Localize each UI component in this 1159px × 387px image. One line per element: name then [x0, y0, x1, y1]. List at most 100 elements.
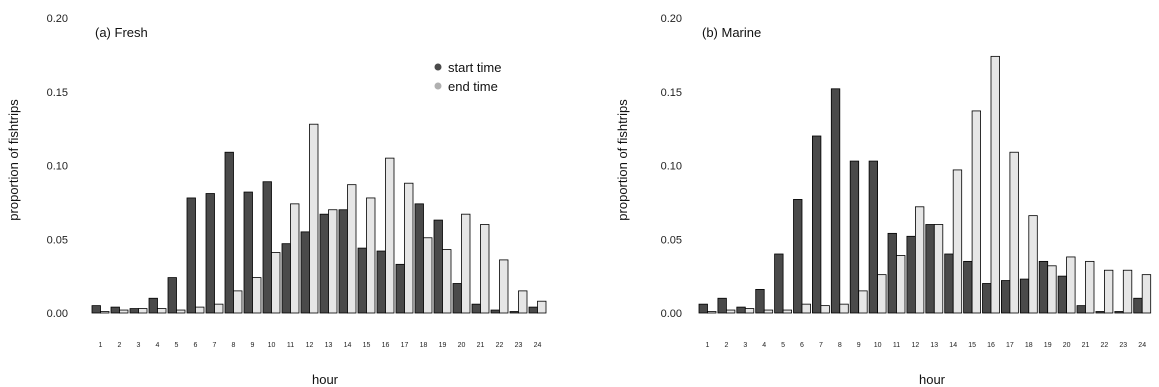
y-tick-label: 0.10 — [661, 161, 682, 173]
x-tick-label: 17 — [401, 342, 409, 349]
x-tick-label: 23 — [515, 342, 523, 349]
bar-end-time — [480, 224, 490, 314]
y-tick-label: 0.05 — [661, 234, 682, 246]
bar-start-time — [167, 277, 177, 314]
bar-start-time — [1001, 280, 1011, 314]
bar-start-time — [1095, 311, 1105, 314]
x-tick-label: 13 — [930, 342, 938, 349]
bar-start-time — [812, 135, 822, 314]
bar-end-time — [537, 300, 547, 314]
x-tick-label: 9 — [251, 342, 255, 349]
bar-start-time — [830, 88, 841, 314]
bar-end-time — [461, 213, 471, 314]
bar-start-time — [224, 151, 234, 314]
bar-end-time — [744, 308, 755, 314]
bar-start-time — [376, 250, 386, 314]
legend-marker-end-time — [434, 82, 442, 90]
bar-end-time — [1141, 274, 1152, 314]
y-tick-label: 0.00 — [47, 308, 68, 320]
x-tick-label: 12 — [912, 342, 920, 349]
bar-end-time — [1085, 260, 1095, 314]
x-tick-label: 20 — [1063, 342, 1071, 349]
x-tick-label: 10 — [268, 342, 276, 349]
bar-start-time — [906, 235, 916, 314]
bar-end-time — [1122, 269, 1133, 314]
x-axis-title: hour — [919, 372, 946, 387]
bar-end-time — [782, 309, 792, 314]
y-tick-label: 0.15 — [661, 87, 682, 99]
x-tick-label: 12 — [306, 342, 314, 349]
y-tick-label: 0.10 — [47, 161, 68, 173]
panel-title: (b) Marine — [702, 25, 761, 40]
bar-start-time — [452, 283, 462, 314]
bar-start-time — [91, 305, 101, 314]
bar-start-time — [925, 224, 935, 314]
y-tick-label: 0.05 — [47, 234, 68, 246]
bar-start-time — [186, 197, 196, 314]
x-tick-label: 7 — [819, 342, 823, 349]
x-tick-label: 19 — [1044, 342, 1052, 349]
bar-start-time — [774, 253, 784, 314]
x-axis-title: hour — [312, 372, 339, 387]
bar-end-time — [347, 184, 357, 314]
bar-end-time — [252, 277, 262, 314]
x-tick-label: 18 — [420, 342, 428, 349]
bar-end-time — [820, 305, 830, 314]
bar-end-time — [423, 237, 433, 314]
bar-end-time — [726, 309, 736, 314]
bar-start-time — [1114, 311, 1124, 314]
x-tick-label: 4 — [156, 342, 160, 349]
y-tick-label: 0.20 — [47, 13, 68, 25]
x-tick-label: 2 — [118, 342, 122, 349]
x-tick-label: 3 — [743, 342, 747, 349]
bar-start-time — [338, 209, 348, 314]
bar-start-time — [243, 191, 253, 314]
bar-start-time — [698, 303, 708, 314]
bar-end-time — [707, 311, 717, 314]
bar-end-time — [233, 290, 243, 314]
bar-end-time — [915, 206, 925, 314]
x-tick-label: 17 — [1006, 342, 1014, 349]
x-tick-label: 1 — [99, 342, 103, 349]
x-tick-label: 11 — [287, 342, 294, 349]
y-axis-title: proportion of fishtrips — [615, 99, 630, 221]
legend-marker-start-time — [434, 63, 442, 71]
bar-start-time — [148, 297, 158, 314]
x-tick-label: 8 — [232, 342, 236, 349]
bar-start-time — [129, 308, 139, 314]
panel-marine: 0.000.050.100.150.201 2 3 4 5 6 7 8 9 10 11 12 13 14 1… — [615, 13, 1152, 387]
bar-start-time — [1057, 275, 1067, 314]
x-tick-label: 21 — [1082, 342, 1090, 349]
x-tick-label: 13 — [325, 342, 333, 349]
x-tick-label: 2 — [724, 342, 728, 349]
x-tick-label: 14 — [949, 342, 957, 349]
bar-end-time — [138, 308, 148, 314]
y-tick-label: 0.15 — [47, 87, 68, 99]
x-tick-label: 5 — [781, 342, 785, 349]
legend-label-start-time: start time — [448, 60, 501, 75]
bar-start-time — [433, 219, 443, 314]
bar-end-time — [933, 224, 944, 314]
bar-end-time — [100, 311, 110, 314]
x-tick-label: 10 — [874, 342, 882, 349]
panel-fresh: 0.000.050.100.150.201 2 3 4 5 6 7 8 9 10 11 12 13 14 1… — [6, 13, 547, 387]
bar-start-time — [1019, 278, 1030, 314]
bar-end-time — [214, 303, 224, 314]
bar-end-time — [952, 169, 963, 314]
bar-end-time — [877, 274, 887, 314]
bar-start-time — [1133, 297, 1143, 314]
bar-start-time — [717, 297, 727, 314]
bar-start-time — [528, 306, 538, 314]
x-tick-label: 6 — [800, 342, 804, 349]
bar-end-time — [971, 110, 981, 314]
bar-end-time — [1066, 256, 1076, 314]
bar-start-time — [982, 283, 992, 314]
bar-start-time — [281, 243, 291, 314]
bar-end-time — [1009, 151, 1019, 314]
x-tick-label: 3 — [137, 342, 141, 349]
bar-end-time — [442, 249, 452, 314]
bar-end-time — [404, 182, 414, 314]
bar-end-time — [1028, 215, 1038, 314]
